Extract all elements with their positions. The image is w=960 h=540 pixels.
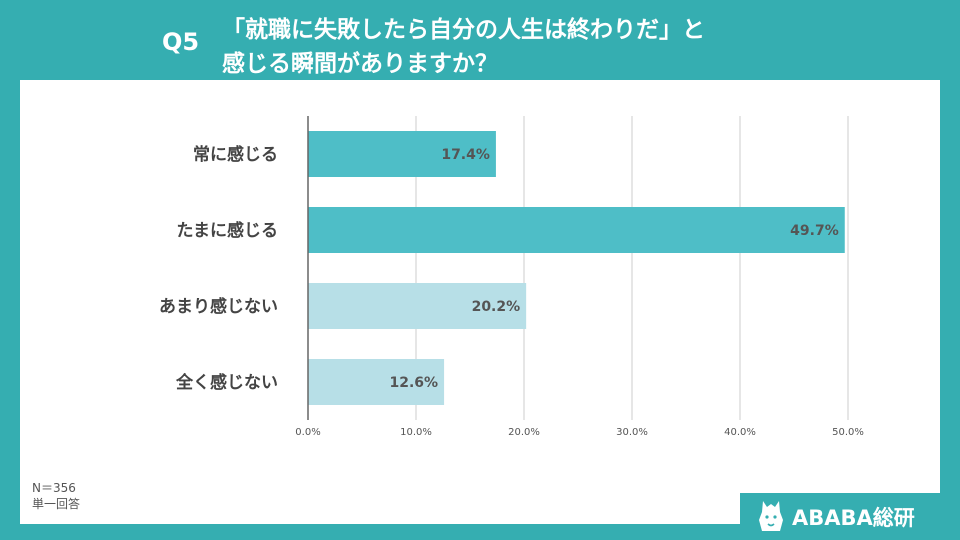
bar (308, 131, 496, 177)
brand-name: ABABA総研 (792, 506, 915, 530)
category-label: たまに感じる (177, 220, 279, 241)
answer-type: 単一回答 (32, 497, 81, 511)
x-tick-label: 30.0% (616, 427, 648, 438)
x-tick-label: 0.0% (295, 427, 320, 438)
x-tick-label: 10.0% (400, 427, 432, 438)
chart-panel: 0.0% 10.0% 20.0% 30.0% 40.0% 50.0% 17.4% 常に感じる 4… (20, 80, 940, 524)
bar-value-label: 12.6% (390, 375, 439, 391)
x-tick-label: 50.0% (832, 427, 864, 438)
question-title-line2: 感じる瞬間がありますか？ (222, 51, 498, 77)
brand-logo: ABABA総研 (740, 493, 940, 540)
bar-chart: 0.0% 10.0% 20.0% 30.0% 40.0% 50.0% 17.4% 常に感じる 4… (159, 116, 864, 438)
alpaca-icon (759, 501, 783, 531)
bar (308, 359, 445, 405)
x-tick-label: 40.0% (724, 427, 756, 438)
bar (308, 207, 845, 253)
x-tick-label: 20.0% (508, 427, 540, 438)
sample-size: N＝356 (32, 481, 76, 495)
bar-value-label: 17.4% (441, 147, 490, 163)
category-label: 全く感じない (175, 372, 278, 393)
category-label: 常に感じる (193, 144, 278, 165)
bar-value-label: 49.7% (790, 223, 839, 239)
question-title-line1: 「就職に失敗したら自分の人生は終わりだ」と (222, 17, 705, 43)
bar (308, 283, 527, 329)
sample-note: N＝356 単一回答 (32, 480, 80, 512)
category-label: あまり感じない (159, 296, 278, 317)
question-number: Q5 (162, 28, 200, 56)
bar-value-label: 20.2% (472, 299, 521, 315)
